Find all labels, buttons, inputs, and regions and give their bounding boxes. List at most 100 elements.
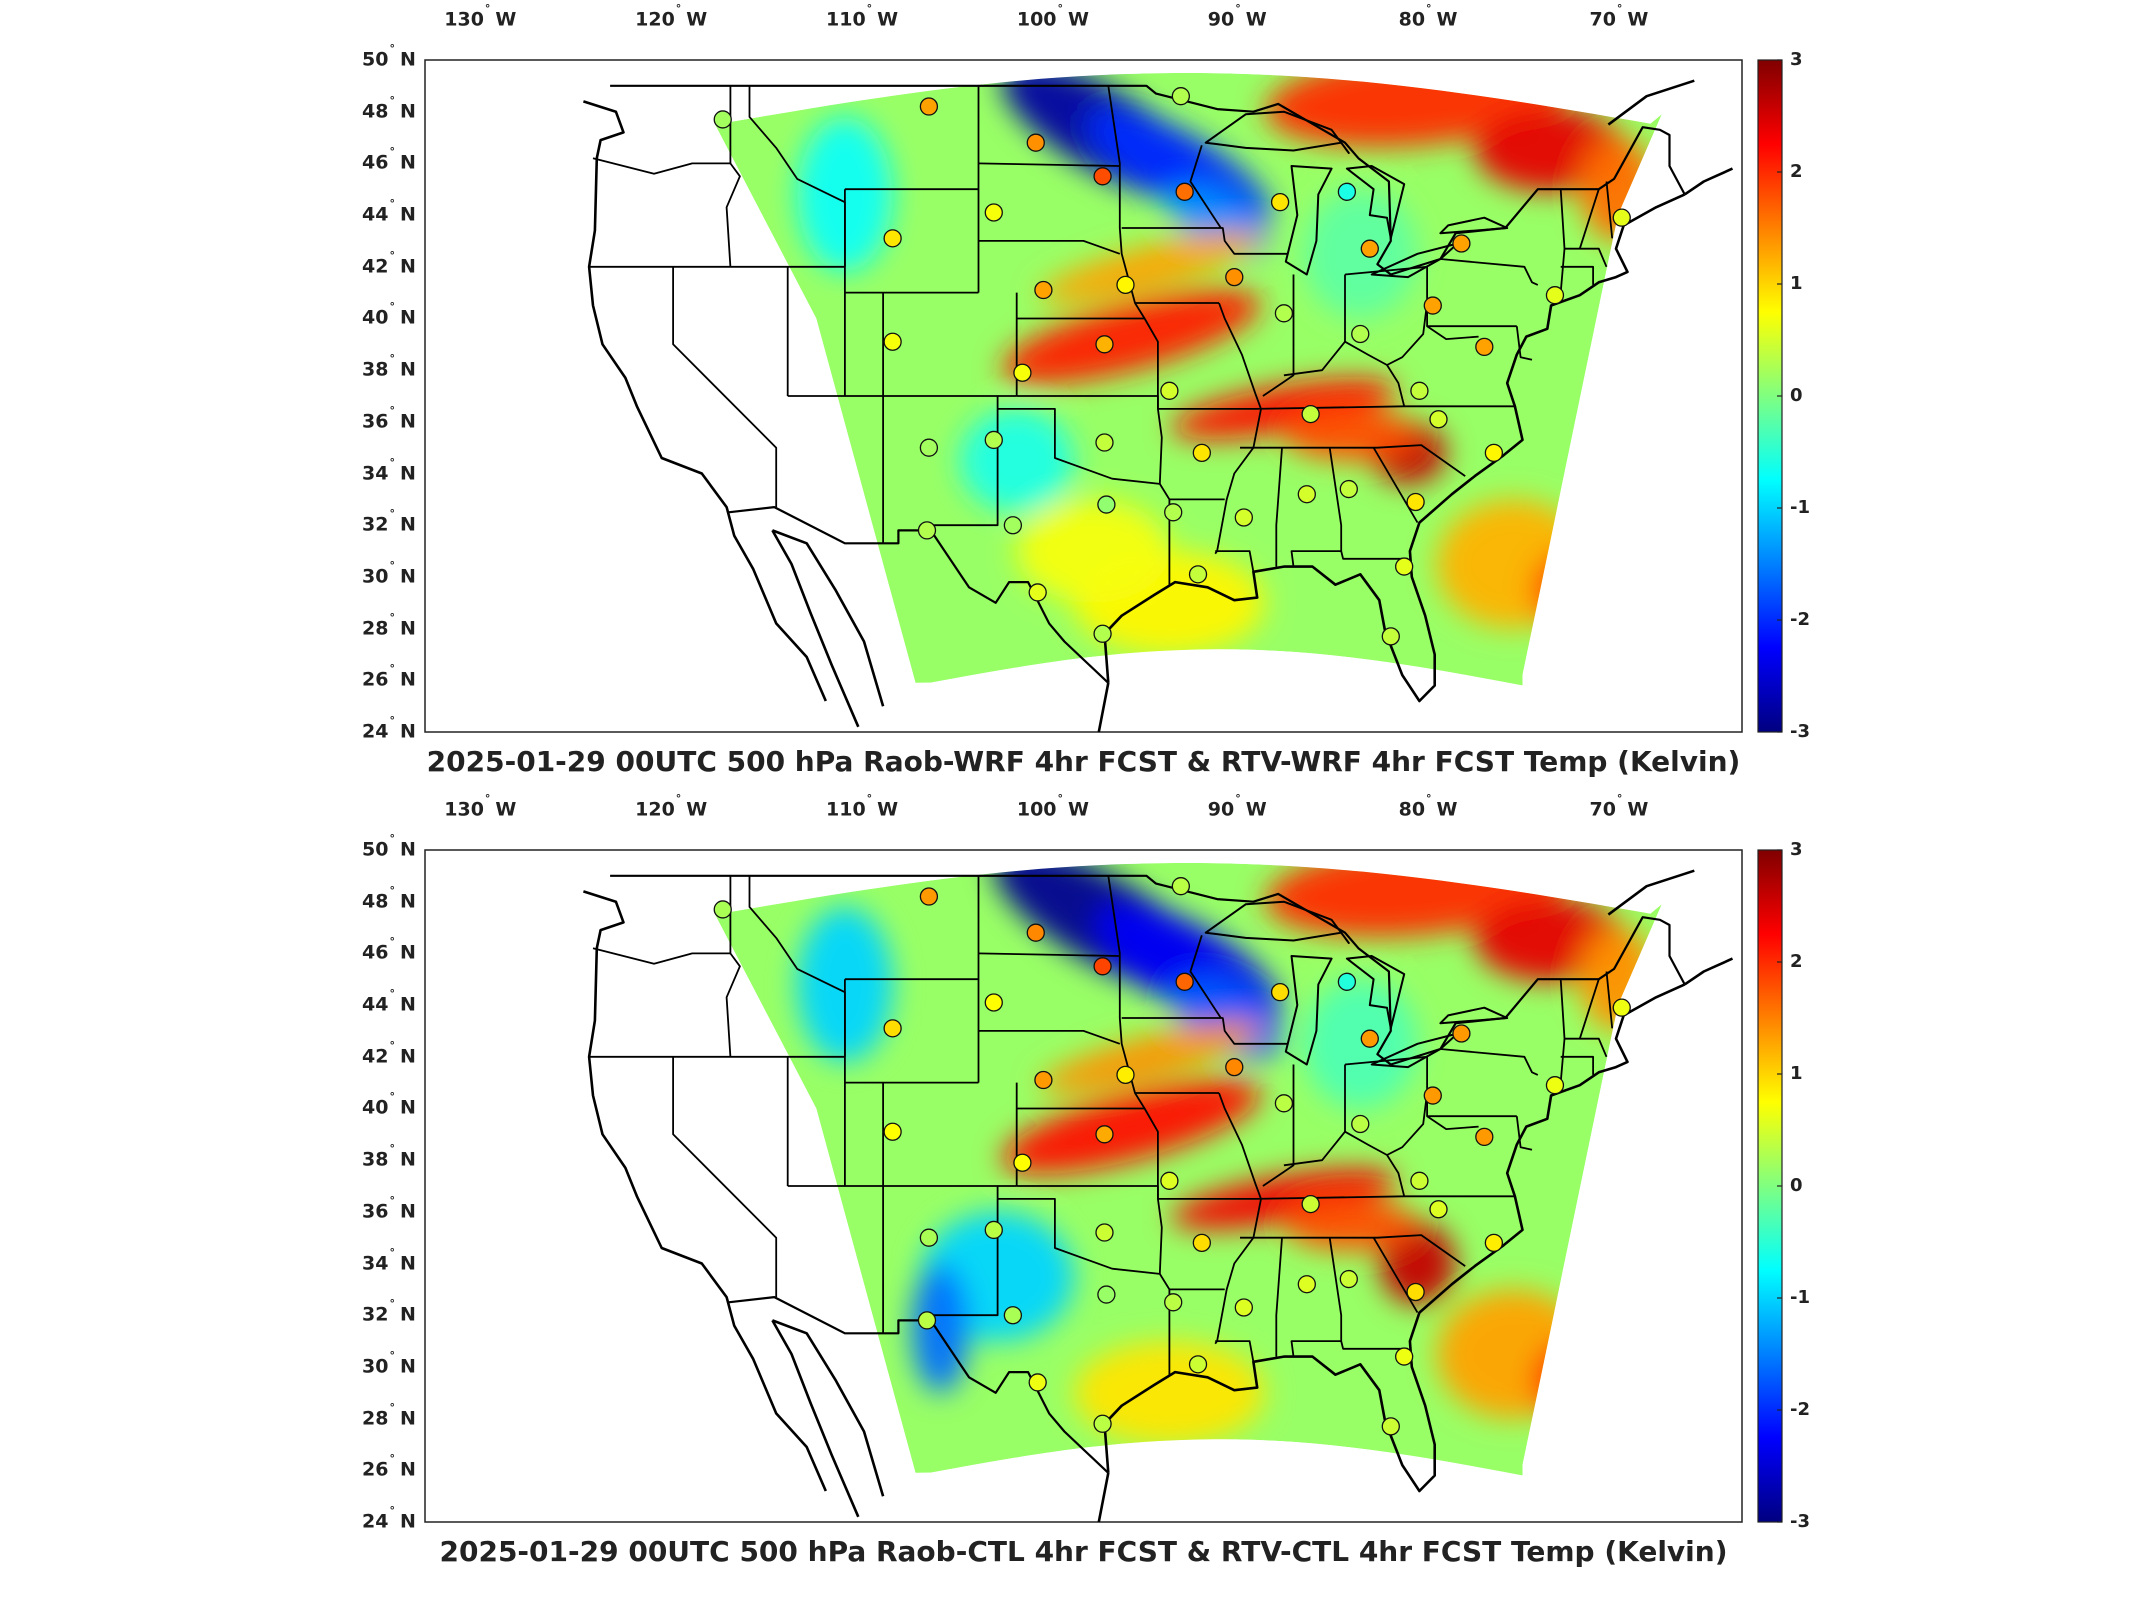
raob-station-marker	[1097, 1285, 1116, 1304]
latitude-tick-label: 48° N	[362, 883, 416, 913]
latitude-tick-label: 24° N	[362, 714, 416, 743]
colorbar-tick-label: 0	[1790, 385, 1803, 406]
longitude-tick-label: 100° W	[1016, 792, 1089, 821]
raob-station-marker	[883, 1122, 902, 1141]
raob-station-marker	[1095, 335, 1114, 354]
latitude-tick-label: 34° N	[362, 1245, 416, 1274]
raob-station-marker	[919, 97, 939, 116]
latitude-tick-label: 44° N	[362, 197, 416, 226]
raob-station-marker	[1337, 182, 1357, 201]
latitude-tick-label: 46° N	[362, 935, 416, 964]
map-plot	[424, 59, 1783, 733]
latitude-tick-label: 42° N	[362, 248, 416, 278]
map-plot	[424, 849, 1783, 1523]
raob-station-marker	[1612, 998, 1631, 1017]
raob-station-marker	[713, 900, 732, 919]
latitude-tick-label: 50° N	[362, 832, 416, 861]
colorbar-tick-label: 0	[1790, 1175, 1803, 1196]
raob-station-marker	[984, 430, 1003, 450]
colorbar-tick-label: 1	[1790, 273, 1803, 294]
latitude-tick-label: 50° N	[362, 42, 416, 71]
raob-stations	[713, 87, 1631, 646]
raob-station-marker	[1188, 565, 1208, 584]
raob-station-marker	[1484, 1233, 1504, 1253]
latitude-tick-label: 40° N	[362, 300, 416, 329]
raob-station-marker	[1410, 1171, 1429, 1190]
raob-station-marker	[1406, 1282, 1425, 1302]
raob-station-marker	[1475, 1127, 1494, 1147]
colorbar-tick-label: -1	[1790, 1287, 1810, 1308]
raob-station-marker	[1095, 1223, 1114, 1242]
colorbar-tick-label: 3	[1790, 49, 1803, 70]
raob-station-marker	[1301, 404, 1320, 424]
longitude-tick-label: 110° W	[826, 2, 899, 31]
latitude-tick-label: 42° N	[362, 1038, 416, 1068]
colorbar-tick-label: -3	[1790, 1511, 1810, 1532]
colorbar-tick-label: 2	[1790, 161, 1803, 182]
raob-station-marker	[1013, 363, 1032, 382]
latitude-tick-label: 34° N	[362, 455, 416, 484]
raob-station-marker	[1171, 877, 1190, 896]
raob-station-marker	[1188, 1355, 1208, 1374]
raob-station-marker	[1452, 1024, 1471, 1043]
longitude-tick-label: 130° W	[444, 2, 517, 31]
raob-station-marker	[1192, 443, 1211, 463]
raob-station-marker	[1423, 1086, 1442, 1105]
latitude-tick-label: 30° N	[362, 558, 416, 588]
raob-station-marker	[919, 438, 939, 457]
raob-station-marker	[1003, 516, 1023, 535]
longitude-tick-label: 110° W	[826, 792, 899, 821]
latitude-tick-label: 32° N	[362, 1297, 416, 1326]
longitude-tick-label: 80° W	[1398, 2, 1458, 31]
colorbar-tick-label: 1	[1790, 1063, 1803, 1084]
raob-station-marker	[1270, 983, 1290, 1002]
raob-station-marker	[1274, 1094, 1294, 1113]
raob-station-marker	[1116, 275, 1135, 295]
raob-station-marker	[1175, 972, 1194, 991]
raob-station-marker	[883, 229, 902, 248]
raob-stations	[713, 877, 1631, 1436]
raob-station-marker	[1175, 182, 1194, 201]
raob-station-marker	[1410, 381, 1429, 400]
longitude-tick-label: 90° W	[1207, 792, 1267, 821]
panel-title: 2025-01-29 00UTC 500 hPa Raob-CTL 4hr FC…	[439, 1535, 1728, 1568]
raob-station-marker	[1406, 492, 1425, 512]
latitude-tick-label: 26° N	[362, 662, 416, 691]
raob-station-marker	[1026, 133, 1045, 152]
raob-station-marker	[984, 203, 1003, 222]
map-panel-raob-ctl: 130° W 120° W 110° W 100° W 90° W 80° W 70° W 50° N 48° N…	[0, 790, 2133, 1590]
raob-station-marker	[1171, 87, 1190, 106]
raob-station-marker	[1381, 627, 1400, 646]
raob-station-marker	[1381, 1417, 1400, 1436]
raob-station-marker	[1095, 1125, 1114, 1144]
latitude-tick-label: 46° N	[362, 145, 416, 174]
latitude-tick-label: 28° N	[362, 610, 416, 639]
raob-station-marker	[917, 521, 937, 540]
raob-station-marker	[1351, 1114, 1370, 1134]
raob-station-marker	[984, 993, 1003, 1012]
latitude-tick-label: 38° N	[362, 352, 416, 381]
raob-station-marker	[1034, 1070, 1053, 1090]
raob-station-marker	[1093, 167, 1112, 186]
raob-station-marker	[1093, 957, 1112, 976]
raob-station-marker	[1484, 443, 1504, 463]
raob-station-marker	[1116, 1065, 1135, 1085]
raob-station-marker	[1423, 296, 1442, 315]
raob-station-marker	[917, 1311, 937, 1330]
raob-station-marker	[1301, 1194, 1320, 1214]
raob-station-marker	[919, 887, 939, 906]
raob-station-marker	[1093, 1414, 1112, 1433]
raob-station-marker	[1164, 503, 1183, 522]
colorbar-tick-label: -1	[1790, 497, 1810, 518]
raob-station-marker	[1297, 1275, 1316, 1294]
raob-station-marker	[1395, 557, 1414, 576]
raob-station-marker	[1337, 972, 1357, 991]
raob-station-marker	[1360, 1029, 1379, 1048]
raob-station-marker	[1339, 479, 1358, 499]
raob-station-marker	[1028, 1373, 1047, 1392]
colorbar-tick-label: -3	[1790, 721, 1810, 742]
raob-station-marker	[1360, 239, 1379, 258]
boundaries-layer	[583, 79, 1734, 733]
colorbar-tick-label: -2	[1790, 609, 1810, 630]
raob-station-marker	[1429, 410, 1448, 429]
